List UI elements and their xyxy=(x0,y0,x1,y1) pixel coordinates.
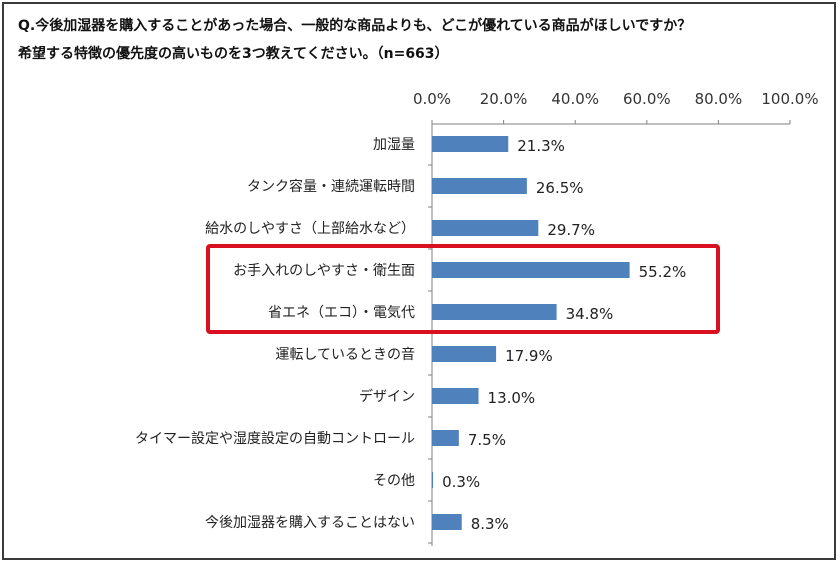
value-label: 29.7% xyxy=(547,221,595,239)
bar xyxy=(432,304,557,320)
category-label: 加湿量 xyxy=(373,137,415,153)
x-tick-label: 40.0% xyxy=(551,90,599,108)
bar xyxy=(432,220,539,236)
value-label: 13.0% xyxy=(488,389,536,407)
x-tick-label: 60.0% xyxy=(623,90,671,108)
value-label: 21.3% xyxy=(517,137,565,155)
bar xyxy=(432,388,479,404)
bar xyxy=(432,472,434,488)
bar xyxy=(432,262,630,278)
value-label: 7.5% xyxy=(468,431,506,449)
category-label: 給水のしやすさ（上部給水など） xyxy=(205,221,415,237)
category-label: その他 xyxy=(373,473,415,489)
bar xyxy=(432,136,509,152)
value-label: 0.3% xyxy=(442,473,480,491)
category-label: 運転しているときの音 xyxy=(275,346,415,363)
value-label: 26.5% xyxy=(536,179,584,197)
category-label: お手入れのしやすさ・衛生面 xyxy=(233,263,415,279)
highlight-box xyxy=(206,244,720,334)
category-label: タンク容量・連続運転時間 xyxy=(247,178,415,195)
category-label: 今後加湿器を購入することはない xyxy=(205,515,415,531)
value-label: 34.8% xyxy=(566,305,614,323)
bar xyxy=(432,514,462,530)
bar xyxy=(432,178,527,194)
x-tick-label: 80.0% xyxy=(695,90,743,108)
x-tick-label: 100.0% xyxy=(761,90,818,108)
x-tick-label: 20.0% xyxy=(480,90,528,108)
category-label: 省エネ（エコ）・電気代 xyxy=(268,305,415,321)
x-tick-label: 0.0% xyxy=(413,90,451,108)
category-label: タイマー設定や湿度設定の自動コントロール xyxy=(135,431,415,447)
value-label: 55.2% xyxy=(639,263,687,281)
category-label: デザイン xyxy=(359,388,415,405)
value-label: 17.9% xyxy=(505,347,553,365)
value-label: 8.3% xyxy=(471,515,509,533)
question-title: Q.今後加湿器を購入することがあった場合、一般的な商品よりも、どこが優れている商… xyxy=(18,18,692,62)
bar xyxy=(432,430,459,446)
bar xyxy=(432,346,497,362)
